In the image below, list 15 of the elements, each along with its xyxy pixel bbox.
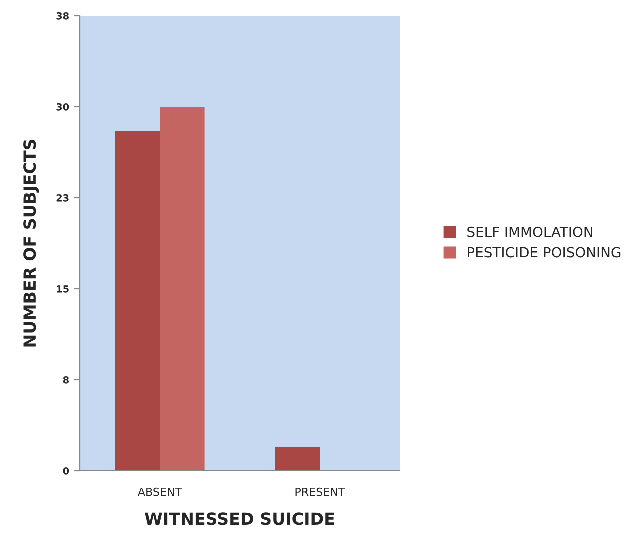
y-tick-label: 23 xyxy=(56,194,69,202)
x-tick-label: PRESENT xyxy=(296,488,346,496)
y-tick-label: 0 xyxy=(63,467,70,475)
bar xyxy=(160,107,205,471)
y-axis-title: NUMBER OF SUBJECTS xyxy=(24,140,40,347)
y-tick-label: 8 xyxy=(63,376,69,384)
y-tick-label: 38 xyxy=(56,12,69,20)
legend-label: SELF IMMOLATION xyxy=(468,226,592,238)
x-axis-title: WITNESSED SUICIDE xyxy=(145,512,334,526)
x-tick-label: ABSENT xyxy=(138,488,182,496)
bar xyxy=(275,447,320,471)
legend-label: PESTICIDE POISONING xyxy=(468,247,621,258)
y-tick-label: 15 xyxy=(57,286,69,293)
y-tick-label: 30 xyxy=(56,103,70,111)
bar xyxy=(115,130,160,471)
